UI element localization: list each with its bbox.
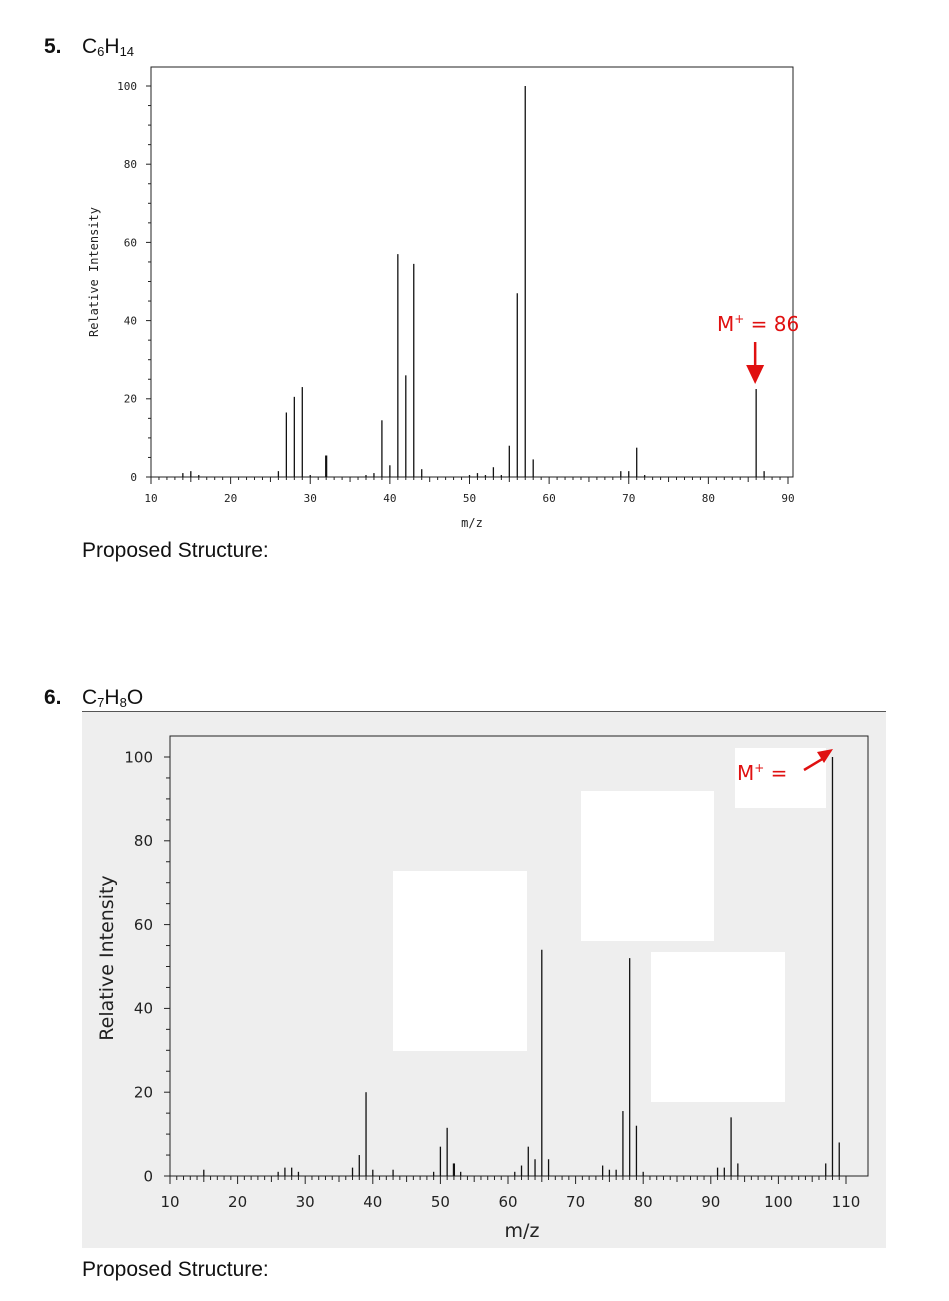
formula-subscript: 6 [97, 44, 105, 59]
formula-element: C [82, 35, 98, 58]
y-tick-label: 0 [143, 1167, 153, 1185]
molecular-formula: C7H8O [82, 686, 143, 710]
arrow-head [746, 365, 765, 384]
molecular-ion-symbol: M [737, 761, 754, 785]
x-axis-label: m/z [461, 516, 483, 530]
x-tick-label: 50 [463, 492, 476, 505]
molecular-ion-value: = 86 [744, 312, 799, 336]
x-tick-label: 90 [781, 492, 794, 505]
x-tick-label: 80 [702, 492, 715, 505]
y-axis-label: Relative Intensity [96, 875, 118, 1040]
x-tick-label: 60 [543, 492, 556, 505]
molecular-ion-label: M+ = 86 [717, 312, 799, 336]
x-tick-label: 70 [622, 492, 635, 505]
mask-box [651, 952, 785, 1102]
divider [82, 711, 886, 712]
formula-subscript: 7 [97, 695, 105, 710]
formula-element: C [82, 686, 98, 709]
x-tick-label: 20 [224, 492, 237, 505]
y-tick-label: 60 [124, 236, 137, 249]
x-tick-label: 80 [634, 1193, 653, 1211]
x-tick-label: 10 [144, 492, 157, 505]
x-axis-label: m/z [505, 1220, 540, 1242]
molecular-formula: C6H14 [82, 35, 134, 59]
mask-box [735, 748, 826, 808]
x-tick-label: 50 [431, 1193, 450, 1211]
plot-frame [169, 735, 869, 1177]
formula-element: H [104, 35, 120, 58]
arrow-shaft [803, 756, 825, 772]
arrow-head [817, 749, 833, 763]
y-tick-label: 40 [124, 314, 137, 327]
x-tick-label: 110 [832, 1193, 861, 1211]
x-tick-label: 30 [296, 1193, 315, 1211]
molecular-ion-label: M+ = [737, 761, 787, 785]
x-tick-label: 60 [498, 1193, 517, 1211]
x-tick-label: 40 [383, 492, 396, 505]
y-tick-label: 100 [117, 80, 137, 93]
question-number: 5. [44, 35, 62, 58]
y-tick-label: 80 [124, 158, 137, 171]
formula-subscript: 8 [119, 695, 127, 710]
y-tick-label: 40 [134, 1000, 153, 1018]
formula-element: O [126, 686, 144, 709]
mask-box [581, 791, 714, 941]
plot-frame [150, 66, 794, 478]
molecular-ion-charge: + [734, 312, 744, 326]
mask-box [393, 871, 527, 1051]
molecular-ion-charge: + [754, 761, 764, 775]
y-axis-label: Relative Intensity [87, 207, 101, 337]
x-tick-label: 90 [701, 1193, 720, 1211]
y-tick-label: 100 [124, 748, 153, 766]
proposed-structure-label: Proposed Structure: [82, 539, 269, 562]
y-tick-label: 20 [134, 1083, 153, 1101]
x-tick-label: 20 [228, 1193, 247, 1211]
question-number: 6. [44, 686, 62, 709]
x-tick-label: 10 [160, 1193, 179, 1211]
x-tick-label: 70 [566, 1193, 585, 1211]
molecular-ion-symbol: M [717, 312, 734, 336]
y-tick-label: 0 [130, 471, 137, 484]
formula-subscript: 14 [119, 44, 135, 59]
proposed-structure-label: Proposed Structure: [82, 1258, 269, 1281]
y-tick-label: 80 [134, 832, 153, 850]
molecular-ion-value: = [764, 761, 787, 785]
x-tick-label: 30 [304, 492, 317, 505]
y-tick-label: 60 [134, 916, 153, 934]
formula-element: H [104, 686, 120, 709]
y-tick-label: 20 [124, 393, 137, 406]
x-tick-label: 100 [764, 1193, 793, 1211]
x-tick-label: 40 [363, 1193, 382, 1211]
